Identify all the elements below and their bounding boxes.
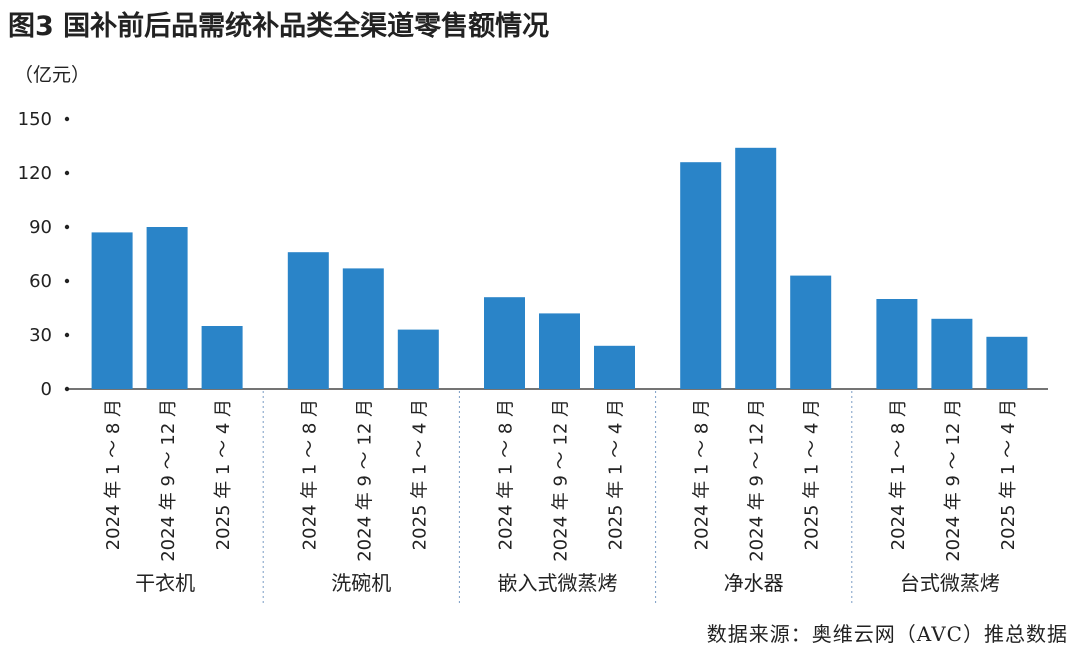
- y-tick-mark: [64, 170, 70, 176]
- y-tick-label: 60: [29, 271, 52, 292]
- period-label: 2025 年 1 ～ 4 月: [213, 399, 234, 550]
- bar: [735, 147, 777, 389]
- period-label: 2025 年 1 ～ 4 月: [606, 399, 627, 550]
- y-tick-mark: [64, 116, 70, 122]
- source-note: 数据来源：奥维云网（AVC）推总数据: [706, 622, 1068, 646]
- bar: [594, 345, 635, 389]
- bar: [287, 252, 329, 389]
- y-tick-mark: [64, 278, 70, 284]
- bar: [931, 318, 973, 389]
- period-label: 2024 年 9 ～ 12 月: [354, 399, 375, 562]
- y-tick-mark: [64, 332, 70, 338]
- chart-title: 图3 国补前后品需统补品类全渠道零售额情况: [8, 11, 550, 42]
- category-label: 净水器: [724, 571, 784, 595]
- period-label: 2024 年 1 ～ 8 月: [496, 399, 517, 550]
- category-label: 洗碗机: [331, 571, 391, 595]
- period-label: 2025 年 1 ～ 4 月: [802, 399, 823, 550]
- period-label: 2024 年 1 ～ 8 月: [103, 399, 124, 550]
- y-tick-label: 90: [29, 217, 52, 238]
- bar: [539, 313, 580, 389]
- bar: [680, 162, 722, 389]
- bar: [146, 227, 188, 389]
- y-tick-label: 120: [18, 163, 52, 184]
- period-label: 2024 年 9 ～ 12 月: [158, 399, 179, 562]
- category-label: 干衣机: [135, 571, 195, 595]
- y-tick-label: 30: [29, 325, 52, 346]
- period-label: 2024 年 9 ～ 12 月: [551, 399, 572, 562]
- bar: [91, 232, 133, 389]
- period-label: 2024 年 9 ～ 12 月: [943, 399, 964, 562]
- period-label: 2025 年 1 ～ 4 月: [998, 399, 1019, 550]
- y-tick-label: 150: [18, 109, 52, 130]
- category-label: 嵌入式微蒸烤: [498, 571, 618, 595]
- period-label: 2024 年 1 ～ 8 月: [888, 399, 909, 550]
- y-tick-mark: [64, 224, 70, 230]
- period-label: 2024 年 9 ～ 12 月: [747, 399, 768, 562]
- bar: [342, 268, 384, 389]
- y-axis-label: （亿元）: [14, 64, 91, 86]
- bar: [397, 329, 439, 389]
- period-label: 2025 年 1 ～ 4 月: [409, 399, 430, 550]
- bar: [484, 297, 525, 389]
- period-label: 2024 年 1 ～ 8 月: [692, 399, 713, 550]
- bar: [986, 336, 1028, 389]
- category-label: 台式微蒸烤: [900, 571, 1000, 595]
- bar: [790, 275, 832, 389]
- bar: [876, 299, 918, 389]
- y-tick-label: 0: [41, 379, 52, 400]
- period-label: 2024 年 1 ～ 8 月: [299, 399, 320, 550]
- bar: [201, 326, 243, 389]
